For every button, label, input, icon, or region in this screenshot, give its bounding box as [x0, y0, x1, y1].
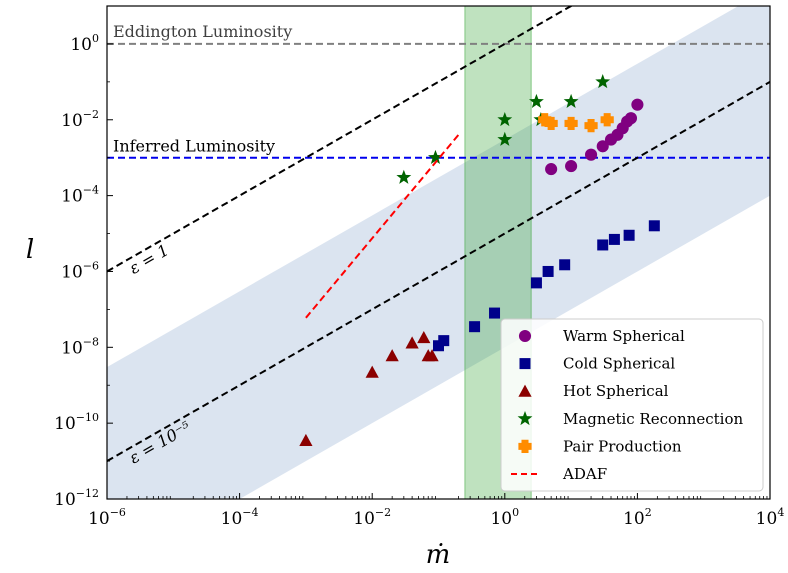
warm-spherical-point-0 [545, 163, 558, 176]
epsilon-1-line [107, 6, 574, 273]
cold-spherical-point-8 [608, 233, 620, 245]
magnetic-reconnection-point-6 [563, 93, 579, 108]
plot-frame [106, 5, 771, 500]
cold-spherical-point-2 [469, 321, 481, 333]
legend-cold-spherical-marker [519, 358, 531, 370]
x-tick-label: 100 [490, 506, 519, 529]
legend-hot-spherical-marker [518, 384, 532, 397]
warm-spherical-point-9 [631, 98, 644, 111]
legend-pair-production-marker [518, 439, 532, 453]
cold-spherical-point-6 [559, 259, 571, 271]
cold-spherical-point-4 [530, 277, 542, 289]
pair-production-point-1 [544, 116, 558, 131]
warm-spherical-point-3 [596, 140, 609, 153]
y-tick-label: 10−12 [54, 487, 99, 510]
blue-shaded-band [107, 6, 770, 499]
x-axis-label: ṁ [426, 540, 451, 570]
legend-magnetic-reconnection-marker [517, 411, 533, 426]
legend-cold-spherical-label: Cold Spherical [563, 355, 675, 373]
x-tick-label: 102 [623, 506, 652, 529]
legend-warm-spherical-marker [518, 329, 532, 343]
epsilon-1e-5-line [107, 80, 770, 462]
legend-adaf-label: ADAF [562, 465, 607, 483]
cold-spherical-point-9 [623, 229, 635, 241]
y-tick-label: 10−2 [61, 108, 99, 131]
magnetic-reconnection-point-1 [428, 149, 443, 164]
y-tick-label: 100 [70, 32, 99, 55]
y-tick-label: 10−6 [61, 259, 99, 282]
hot-spherical-point-3 [405, 336, 419, 349]
hot-spherical-point-2 [385, 349, 399, 362]
warm-spherical-point-2 [585, 148, 598, 161]
hot-spherical-point-1 [365, 365, 379, 378]
x-tick-label: 10−4 [221, 506, 259, 529]
eddington-luminosity-label: Eddington Luminosity [113, 22, 292, 41]
pair-production-point-4 [600, 113, 614, 127]
x-tick-label: 10−6 [88, 506, 126, 529]
y-tick-label: 10−8 [61, 335, 99, 358]
warm-spherical-point-1 [565, 160, 578, 173]
tick-labels: 10−6 10−4 10−2 100 102 104 10−12 10−10 10−8 10−6 1… [54, 32, 784, 529]
x-tick-label: 104 [756, 506, 785, 529]
magnetic-reconnection-point-0 [396, 169, 412, 184]
pair-production-point-2 [564, 116, 578, 131]
hot-spherical-point-0 [299, 433, 313, 446]
cold-spherical-point-1 [438, 335, 450, 347]
legend: Warm Spherical Cold Spherical Hot Spherica… [500, 318, 764, 492]
cold-spherical-point-3 [489, 307, 501, 319]
magnetic-reconnection-point-3 [497, 111, 513, 127]
y-tick-label: 10−4 [61, 184, 99, 207]
cold-spherical-point-10 [648, 220, 660, 232]
magnetic-reconnection-point-7 [595, 74, 611, 89]
cold-spherical-point-5 [542, 265, 554, 277]
legend-box [500, 318, 764, 492]
magnetic-reconnection-point-2 [497, 131, 513, 146]
warm-spherical-point-8 [624, 112, 638, 125]
x-tick-label: 10−2 [353, 506, 391, 529]
legend-pair-production-label: Pair Production [563, 437, 682, 455]
y-axis-label: l [26, 235, 34, 265]
pair-production-point-3 [584, 119, 598, 133]
magnetic-reconnection-point-4 [529, 93, 544, 108]
adaf-line [305, 134, 460, 319]
y-tick-label: 10−10 [54, 411, 99, 434]
hot-spherical-point-6 [425, 349, 439, 362]
hot-spherical-point-4 [417, 331, 431, 344]
legend-warm-spherical-label: Warm Spherical [563, 327, 685, 345]
inferred-luminosity-label: Inferred Luminosity [113, 137, 275, 156]
legend-hot-spherical-label: Hot Spherical [563, 382, 669, 400]
cold-spherical-point-7 [597, 239, 609, 251]
legend-magnetic-reconnection-label: Magnetic Reconnection [563, 410, 743, 428]
